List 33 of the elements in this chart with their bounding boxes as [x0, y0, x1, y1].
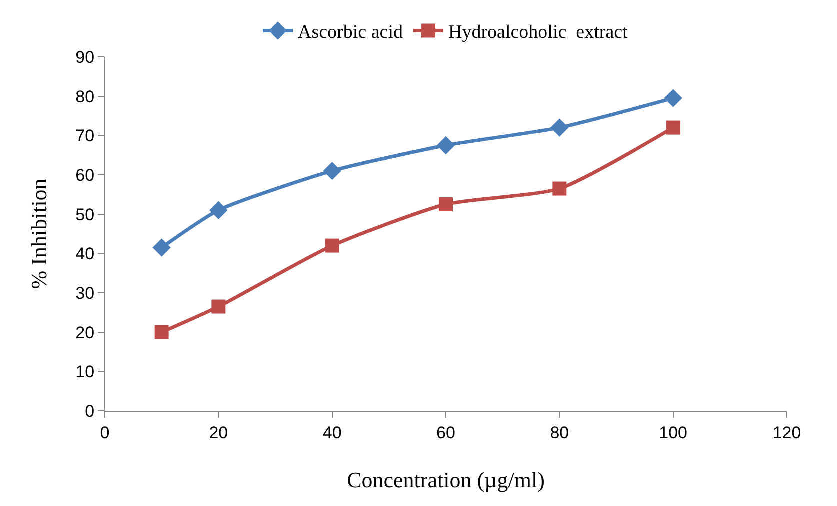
- point: [210, 201, 228, 220]
- y-tick-label: 30: [76, 284, 95, 303]
- point: [212, 300, 226, 314]
- x-axis-title: Concentration (µg/ml): [347, 467, 545, 492]
- y-tick-label: 90: [76, 48, 95, 67]
- x-tick-label: 20: [209, 423, 228, 442]
- point: [323, 162, 342, 180]
- x-tick-label: 100: [659, 423, 688, 442]
- y-tick-label: 10: [76, 362, 95, 382]
- point: [552, 182, 567, 196]
- x-tick-label: 80: [550, 423, 570, 442]
- y-tick-label: 80: [76, 87, 95, 106]
- y-tick-label: 0: [85, 402, 95, 421]
- point: [666, 120, 680, 135]
- point: [325, 238, 340, 253]
- point: [550, 118, 569, 137]
- y-tick-label: 50: [76, 205, 95, 224]
- x-tick-label: 120: [772, 423, 802, 442]
- point: [436, 136, 456, 155]
- point: [152, 238, 171, 257]
- y-tick-label: 60: [76, 166, 95, 185]
- point: [439, 198, 453, 212]
- legend-label: Hydroalcoholic extract: [448, 22, 629, 44]
- y-tick-label: 40: [76, 244, 95, 264]
- x-tick-label: 0: [100, 423, 110, 442]
- x-tick-label: 60: [436, 423, 456, 442]
- y-axis-title: % Inhibition: [26, 178, 52, 290]
- legend-label: Ascorbic acid: [298, 22, 404, 44]
- point: [154, 325, 169, 340]
- x-tick-label: 40: [322, 423, 342, 442]
- point: [664, 89, 682, 108]
- y-tick-label: 70: [76, 126, 95, 146]
- y-tick-label: 20: [76, 323, 95, 342]
